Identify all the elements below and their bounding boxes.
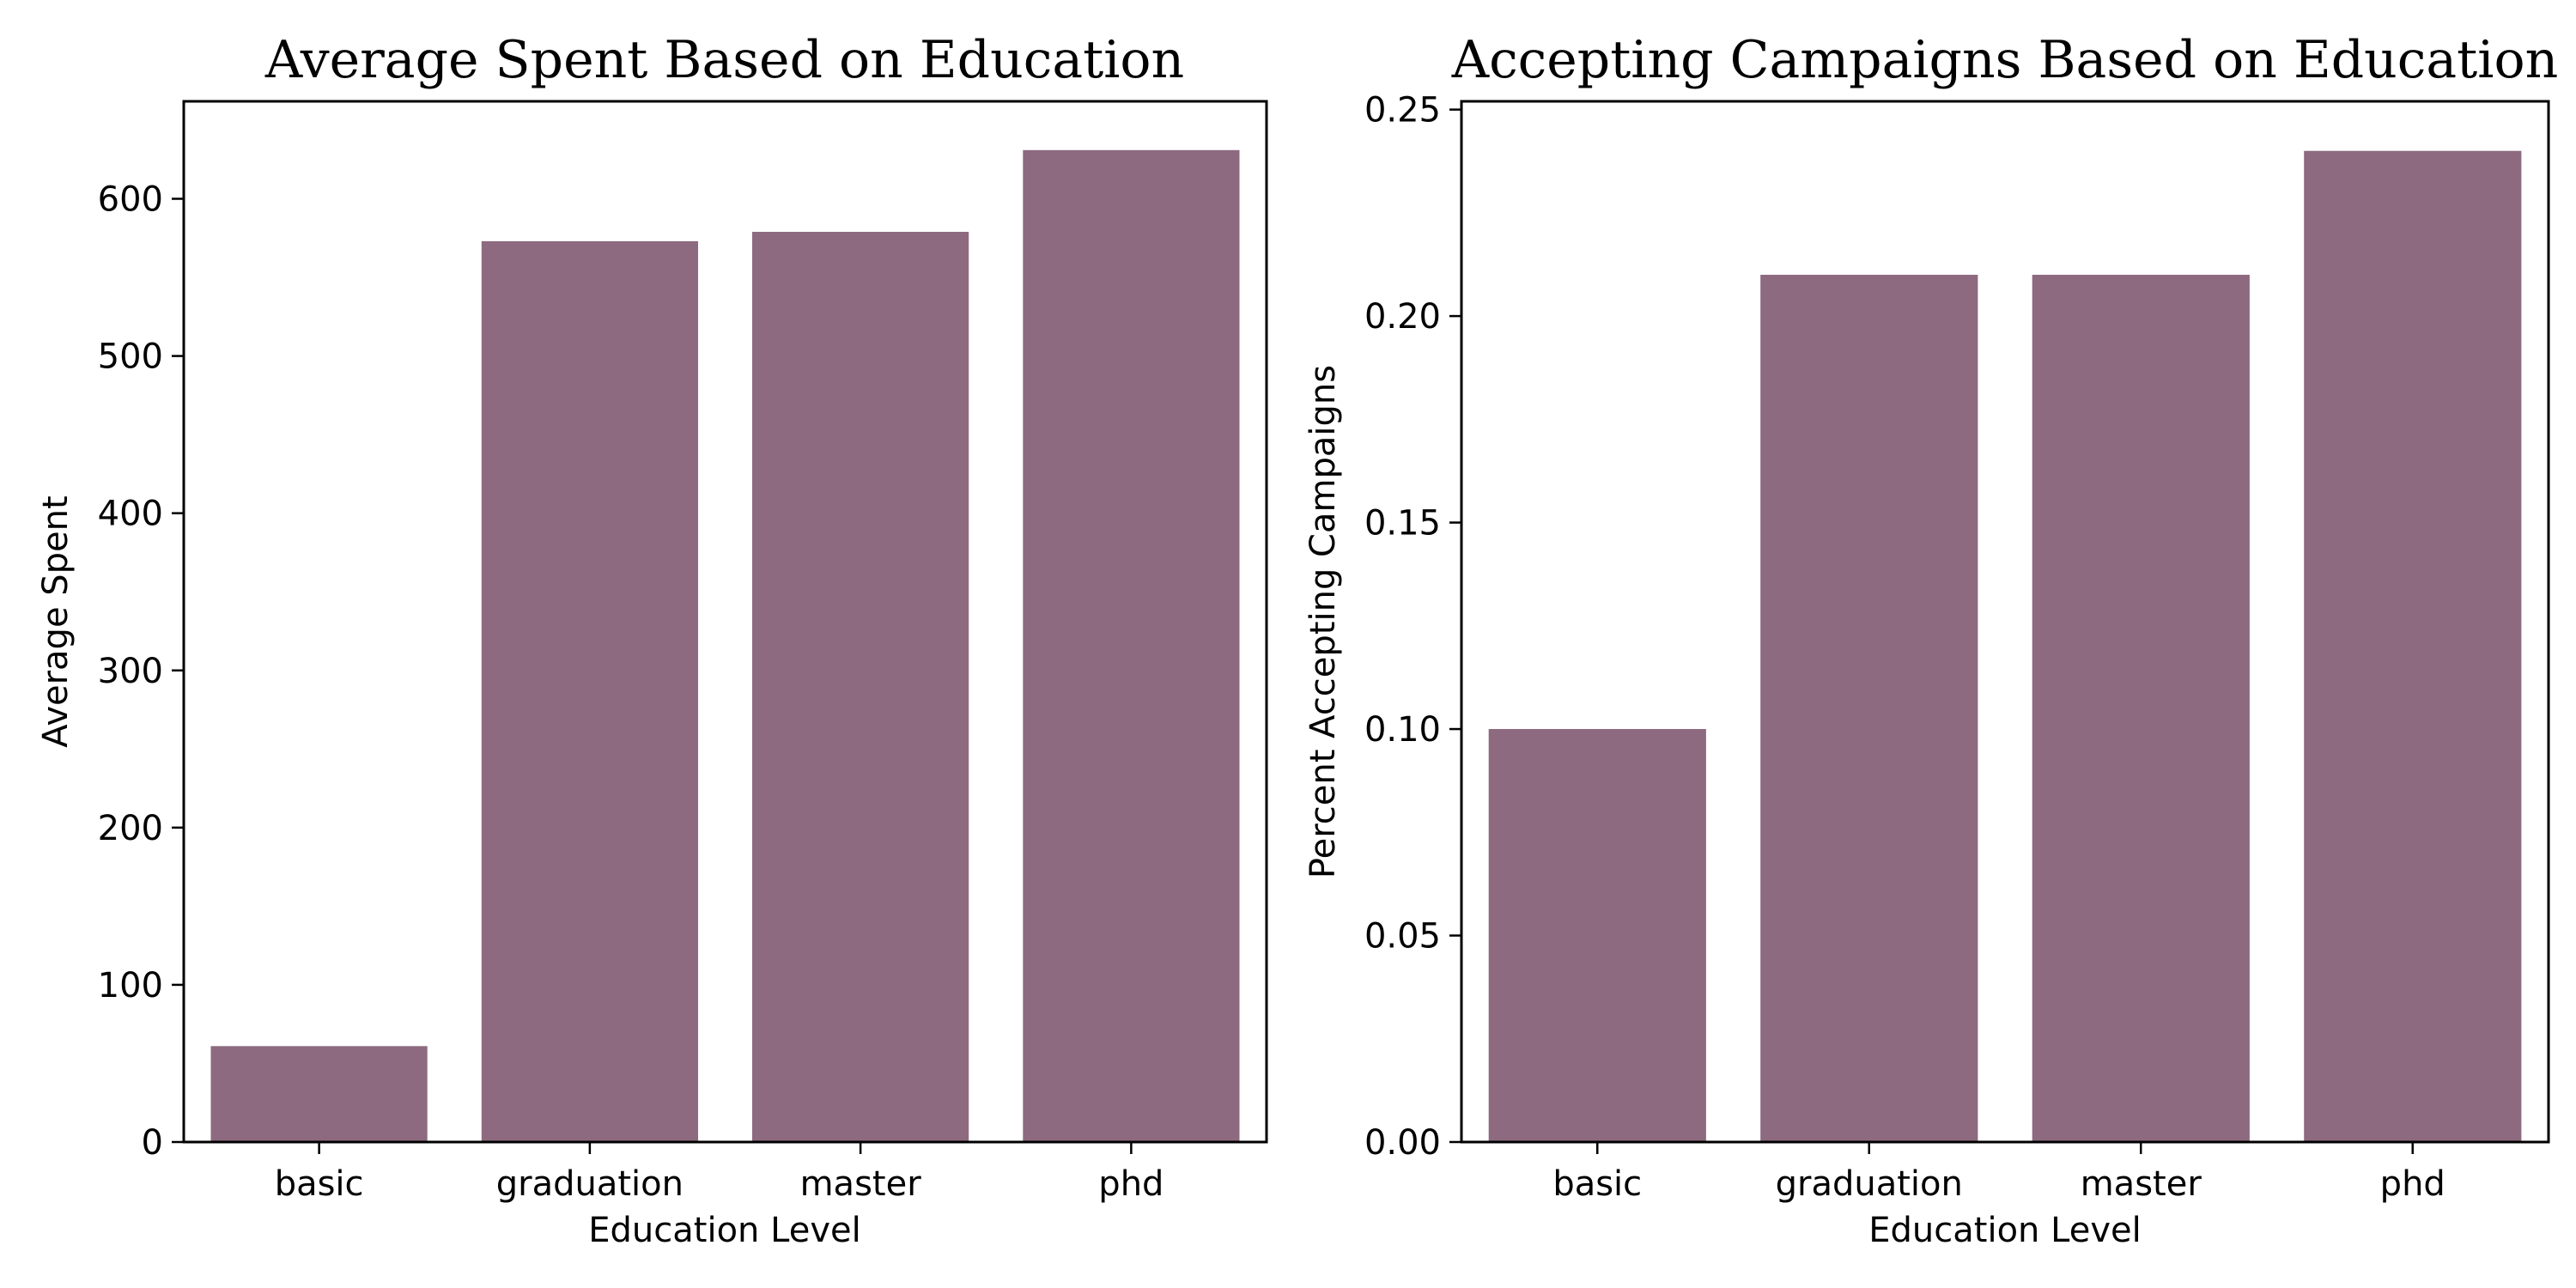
bar-group bbox=[210, 149, 1240, 1142]
bar-basic bbox=[1488, 729, 1706, 1142]
bar-graduation bbox=[1760, 275, 1978, 1142]
x-axis: basic graduation master phd bbox=[1552, 1142, 2445, 1204]
x-tick-label-basic: basic bbox=[275, 1164, 364, 1204]
average-spent-chart: Average Spent Based on Education 0 100 200… bbox=[36, 30, 1268, 1250]
x-tick-label-graduation: graduation bbox=[1776, 1164, 1963, 1204]
x-axis: basic graduation master phd bbox=[275, 1142, 1163, 1204]
y-tick-label: 0.10 bbox=[1364, 710, 1441, 750]
y-axis: 0 100 200 300 400 500 600 bbox=[98, 180, 184, 1163]
y-tick-label: 200 bbox=[98, 809, 163, 848]
x-tick-label-graduation: graduation bbox=[496, 1164, 683, 1204]
bar-group bbox=[1488, 150, 2522, 1143]
chart-title: Accepting Campaigns Based on Education bbox=[1451, 30, 2559, 90]
x-tick-label-basic: basic bbox=[1552, 1164, 1642, 1204]
plot-frame bbox=[182, 100, 1268, 1144]
x-tick-label-master: master bbox=[800, 1164, 922, 1204]
chart-title: Average Spent Based on Education bbox=[264, 30, 1184, 90]
y-tick-label: 0.20 bbox=[1364, 297, 1441, 337]
y-tick-label: 0 bbox=[142, 1123, 163, 1163]
y-tick-label: 600 bbox=[98, 180, 163, 220]
y-tick-label: 0.05 bbox=[1364, 917, 1441, 957]
y-tick-label: 300 bbox=[98, 652, 163, 691]
y-tick-label: 0.15 bbox=[1364, 504, 1441, 544]
y-axis-label: Average Spent bbox=[36, 495, 76, 747]
x-axis-label: Education Level bbox=[1868, 1211, 2141, 1250]
bar-phd bbox=[2304, 150, 2522, 1143]
y-tick-label: 100 bbox=[98, 966, 163, 1005]
bar-graduation bbox=[481, 240, 698, 1142]
x-tick-label-phd: phd bbox=[2380, 1164, 2445, 1204]
x-tick-label-master: master bbox=[2081, 1164, 2202, 1204]
y-tick-label: 0.25 bbox=[1364, 91, 1441, 131]
bar-phd bbox=[1023, 149, 1240, 1142]
bar-master bbox=[752, 232, 969, 1142]
x-tick-label-phd: phd bbox=[1098, 1164, 1163, 1204]
bar-master bbox=[2032, 275, 2250, 1142]
y-tick-label: 0.00 bbox=[1364, 1123, 1441, 1163]
y-tick-label: 500 bbox=[98, 337, 163, 377]
plot-frame bbox=[1460, 100, 2550, 1144]
x-axis-label: Education Level bbox=[588, 1211, 860, 1250]
y-axis: 0.00 0.05 0.10 0.15 0.20 0.25 bbox=[1364, 91, 1461, 1163]
y-tick-label: 400 bbox=[98, 495, 163, 534]
bar-basic bbox=[210, 1046, 428, 1142]
accepting-campaigns-chart: Accepting Campaigns Based on Education 0… bbox=[1303, 30, 2558, 1250]
y-axis-label: Percent Accepting Campaigns bbox=[1303, 365, 1343, 878]
